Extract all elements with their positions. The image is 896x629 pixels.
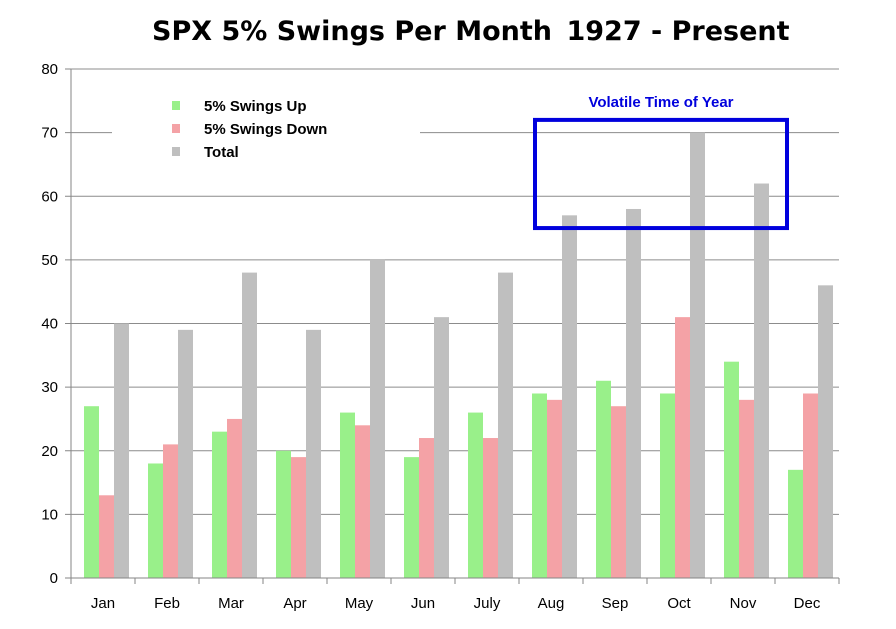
bar: [675, 317, 690, 578]
legend-swatch: [172, 101, 180, 110]
legend-swatch: [172, 147, 180, 156]
bar: [562, 215, 577, 578]
bar: [803, 393, 818, 578]
legend-background: [112, 92, 420, 168]
x-tick-label: Nov: [730, 595, 757, 612]
bar: [419, 438, 434, 578]
chart-subtitle: 1927 - Present: [566, 16, 789, 47]
x-tick-label: Sep: [602, 595, 629, 612]
bar: [178, 329, 193, 578]
chart-title: SPX 5% Swings Per Month: [152, 16, 552, 47]
x-tick-label: Aug: [538, 595, 565, 612]
bar: [114, 323, 129, 578]
bar: [242, 272, 257, 578]
x-tick-label: July: [474, 595, 501, 612]
bar: [626, 208, 641, 578]
bar: [660, 393, 675, 578]
bars: [84, 132, 833, 578]
x-tick-label: Dec: [794, 595, 821, 612]
bar: [276, 450, 291, 578]
legend: 5% Swings Up 5% Swings Down Total: [112, 92, 420, 168]
bar: [306, 329, 321, 578]
bar: [532, 393, 547, 578]
bar: [724, 361, 739, 578]
bar: [370, 259, 385, 578]
bar: [739, 399, 754, 578]
bar: [754, 183, 769, 578]
bar: [547, 399, 562, 578]
x-tick-label: Jan: [91, 595, 115, 612]
bar: [498, 272, 513, 578]
axes: 0 10 20 30 40 50 60 70 80 Jan Feb Mar Apr May Jun July A…: [41, 61, 840, 612]
bar: [99, 495, 114, 578]
y-tick-label: 30: [41, 379, 58, 396]
y-tick-label: 40: [41, 316, 58, 333]
bar: [163, 444, 178, 578]
bar: [690, 132, 705, 578]
bar: [291, 457, 306, 578]
bar: [788, 469, 803, 578]
bar: [148, 463, 163, 578]
legend-label: 5% Swings Down: [204, 121, 327, 138]
annotation-box: [533, 117, 789, 231]
legend-label: 5% Swings Up: [204, 98, 307, 115]
x-tick-label: Feb: [154, 595, 180, 612]
bar: [596, 380, 611, 578]
legend-label: Total: [204, 144, 239, 161]
y-tick-label: 20: [41, 443, 58, 460]
bar: [212, 431, 227, 578]
y-tick-label: 60: [41, 188, 58, 205]
x-tick-label: Oct: [667, 595, 691, 612]
bar: [227, 418, 242, 578]
x-tick-label: May: [345, 595, 374, 612]
y-tick-label: 80: [41, 61, 58, 78]
bar: [468, 412, 483, 578]
bar: [84, 406, 99, 578]
bar: [818, 285, 833, 578]
bar: [404, 457, 419, 578]
bar: [340, 412, 355, 578]
annotation: Volatile Time of Year: [533, 94, 789, 231]
annotation-label: Volatile Time of Year: [588, 94, 733, 111]
y-tick-label: 0: [50, 570, 58, 587]
bar: [355, 425, 370, 578]
y-tick-label: 50: [41, 252, 58, 269]
bar: [611, 406, 626, 578]
y-tick-label: 10: [41, 506, 58, 523]
x-tick-label: Mar: [218, 595, 244, 612]
x-tick-label: Apr: [283, 595, 306, 612]
bar: [483, 438, 498, 578]
y-tick-label: 70: [41, 125, 58, 142]
x-tick-label: Jun: [411, 595, 435, 612]
bar: [434, 317, 449, 578]
legend-swatch: [172, 124, 180, 133]
